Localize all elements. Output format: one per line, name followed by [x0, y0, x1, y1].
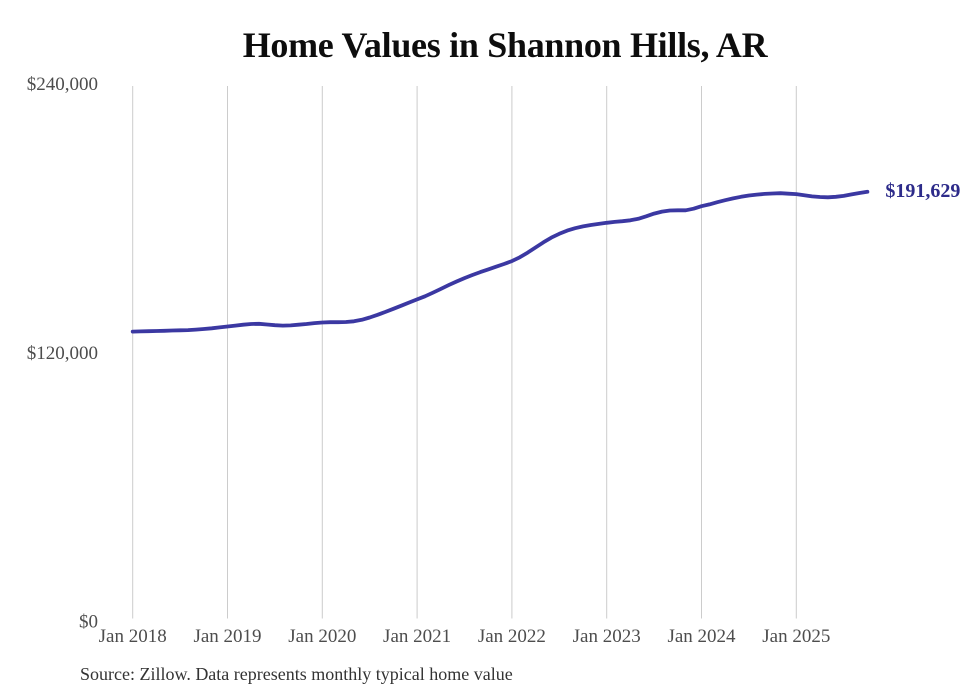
x-tick-label: Jan 2020: [288, 626, 356, 647]
x-tick-label: Jan 2021: [383, 626, 451, 647]
x-tick-label: Jan 2019: [193, 626, 261, 647]
end-value-label: $191,629: [885, 179, 961, 202]
x-tick-label: Jan 2018: [99, 626, 167, 647]
y-tick-label: $240,000: [27, 74, 98, 95]
chart-title: Home Values in Shannon Hills, AR: [242, 25, 768, 65]
y-tick-label: $0: [79, 612, 98, 633]
value-line: [130, 189, 870, 334]
x-tick-label: Jan 2025: [762, 626, 830, 647]
y-tick-label: $120,000: [27, 343, 98, 364]
x-tick-label: Jan 2024: [667, 626, 736, 647]
x-tick-label: Jan 2023: [573, 626, 641, 647]
source-note: Source: Zillow. Data represents monthly …: [80, 664, 513, 684]
x-tick-label: Jan 2022: [478, 626, 546, 647]
